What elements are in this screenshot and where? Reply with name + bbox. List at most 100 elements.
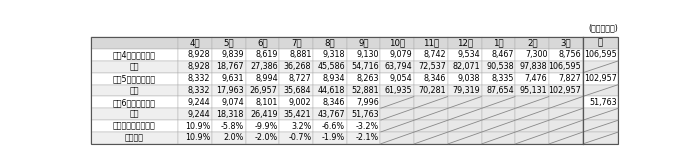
Bar [246, 96, 279, 108]
Bar [313, 96, 347, 108]
Bar [90, 37, 178, 49]
Bar [515, 85, 549, 96]
Text: 2.0%: 2.0% [224, 133, 244, 142]
Text: 8,263: 8,263 [356, 74, 379, 83]
Bar [313, 49, 347, 61]
Bar [448, 61, 482, 73]
Bar [583, 108, 618, 120]
Bar [583, 73, 618, 85]
Bar [380, 132, 414, 144]
Bar [90, 108, 178, 120]
Text: 8,994: 8,994 [255, 74, 277, 83]
Text: 9,244: 9,244 [188, 110, 210, 119]
Bar [347, 85, 380, 96]
Text: 61,935: 61,935 [385, 86, 413, 95]
Text: -3.2%: -3.2% [355, 122, 379, 131]
Text: -2.1%: -2.1% [355, 133, 379, 142]
Bar [515, 120, 549, 132]
Bar [246, 85, 279, 96]
Text: (単位：トン): (単位：トン) [589, 24, 618, 33]
Bar [279, 61, 313, 73]
Bar [246, 37, 279, 49]
Bar [90, 73, 178, 85]
Bar [448, 85, 482, 96]
Text: -1.9%: -1.9% [322, 133, 345, 142]
Text: 8,928: 8,928 [188, 50, 210, 59]
Bar [583, 96, 618, 108]
Text: 10.9%: 10.9% [185, 122, 210, 131]
Text: 7,996: 7,996 [356, 98, 379, 107]
Bar [482, 73, 515, 85]
Bar [178, 108, 212, 120]
Bar [414, 108, 448, 120]
Bar [515, 49, 549, 61]
Bar [246, 49, 279, 61]
Text: 8,346: 8,346 [424, 74, 446, 83]
Bar [279, 73, 313, 85]
Bar [347, 61, 380, 73]
Bar [279, 108, 313, 120]
Bar [178, 132, 212, 144]
Bar [380, 61, 414, 73]
Text: 9,244: 9,244 [188, 98, 210, 107]
Text: -5.8%: -5.8% [221, 122, 244, 131]
Bar [212, 61, 246, 73]
Text: 累計: 累計 [130, 110, 139, 119]
Text: 累計比較: 累計比較 [125, 133, 144, 142]
Bar [178, 61, 212, 73]
Text: 8,467: 8,467 [491, 50, 514, 59]
Text: 35,421: 35,421 [284, 110, 311, 119]
Bar [380, 85, 414, 96]
Text: 8,619: 8,619 [255, 50, 277, 59]
Bar [414, 132, 448, 144]
Bar [448, 108, 482, 120]
Bar [414, 37, 448, 49]
Text: 8,881: 8,881 [289, 50, 311, 59]
Text: 17,963: 17,963 [217, 86, 244, 95]
Text: 2月: 2月 [527, 39, 538, 48]
Text: 7,476: 7,476 [525, 74, 547, 83]
Bar [414, 120, 448, 132]
Text: 8,934: 8,934 [323, 74, 345, 83]
Text: 8,346: 8,346 [323, 98, 345, 107]
Text: 令和4年度（各月）: 令和4年度（各月） [112, 50, 156, 59]
Text: 72,537: 72,537 [418, 62, 446, 71]
Bar [246, 73, 279, 85]
Bar [380, 49, 414, 61]
Bar [279, 85, 313, 96]
Bar [347, 37, 380, 49]
Bar [246, 108, 279, 120]
Bar [279, 37, 313, 49]
Text: 9,074: 9,074 [221, 98, 244, 107]
Bar [549, 96, 583, 108]
Text: 10.9%: 10.9% [185, 133, 210, 142]
Text: 累計: 累計 [130, 86, 139, 95]
Bar [482, 108, 515, 120]
Text: 102,957: 102,957 [549, 86, 581, 95]
Bar [515, 132, 549, 144]
Text: 106,595: 106,595 [549, 62, 581, 71]
Text: 6月: 6月 [257, 39, 268, 48]
Bar [347, 96, 380, 108]
Text: 10月: 10月 [389, 39, 406, 48]
Bar [448, 73, 482, 85]
Bar [515, 37, 549, 49]
Bar [549, 49, 583, 61]
Text: 9,079: 9,079 [390, 50, 413, 59]
Bar [414, 96, 448, 108]
Bar [279, 96, 313, 108]
Text: 9,038: 9,038 [457, 74, 480, 83]
Bar [279, 49, 313, 61]
Text: 8,756: 8,756 [559, 50, 581, 59]
Bar [549, 73, 583, 85]
Bar [313, 108, 347, 120]
Text: 令和5年度（各月）: 令和5年度（各月） [112, 74, 156, 83]
Bar [549, 120, 583, 132]
Bar [380, 96, 414, 108]
Bar [583, 132, 618, 144]
Bar [583, 49, 618, 61]
Bar [482, 96, 515, 108]
Text: 36,268: 36,268 [284, 62, 311, 71]
Text: 97,838: 97,838 [520, 62, 547, 71]
Bar [212, 132, 246, 144]
